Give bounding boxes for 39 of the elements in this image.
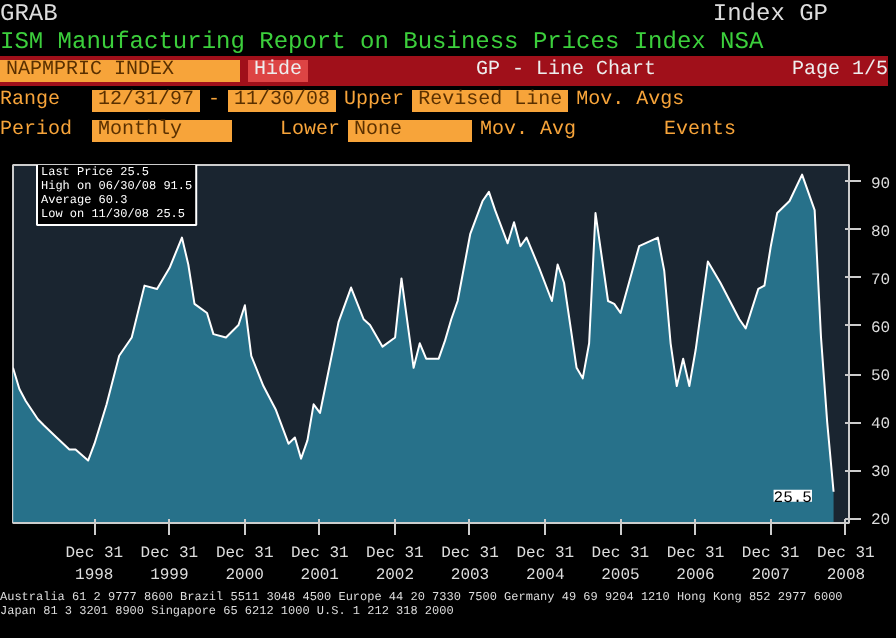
text: 12/31/97 [92,90,201,112]
x-tick-label: Dec 31 1998 [65,545,124,585]
text: Events [664,120,737,142]
text: Lower [280,120,341,142]
x-tick-label: Dec 31 2007 [741,545,800,585]
x-tick-label: Dec 31 2006 [666,545,725,585]
x-tick-label: Dec 31 1999 [140,545,199,585]
x-tick-label: Dec 31 2000 [215,545,274,585]
text: GRAB [0,0,58,28]
y-tick-label: 50 [871,368,891,387]
text: Mov. Avg [480,120,577,142]
text: Period [0,120,75,142]
y-tick-label: 30 [871,464,891,483]
x-tick-label: Dec 31 2008 [817,545,876,585]
text: 11/30/08 [228,90,337,112]
text: - [208,90,221,112]
text: Page 1/5 [791,60,888,82]
y-tick-label: 60 [871,319,891,338]
text: Index GP [712,0,828,28]
y-tick-label: 70 [871,271,891,290]
text: Range [0,90,63,112]
text: None [348,120,473,142]
y-tick-label: 90 [871,175,891,194]
x-tick-label: Dec 31 2001 [290,545,349,585]
text: Monthly [92,120,232,142]
x-tick-label: Dec 31 2005 [591,545,650,585]
text: GP - Line Chart [476,60,659,82]
y-tick-label: 80 [871,223,891,242]
text: Hide [248,60,309,82]
text: Revised Line [412,90,569,112]
text: Upper [344,90,405,112]
x-tick-label: Dec 31 2004 [516,545,575,585]
x-tick-label: Dec 31 2002 [366,545,425,585]
y-tick-label: 20 [871,512,891,531]
y-tick-label: 40 [871,416,891,435]
text: Mov. Avgs [576,90,685,112]
x-tick-label: Dec 31 2003 [441,545,500,585]
chart-title: ISM Manufacturing Report on Business Prices Index NSA [0,28,766,56]
text: NAPMPRIC INDEX [0,60,240,82]
